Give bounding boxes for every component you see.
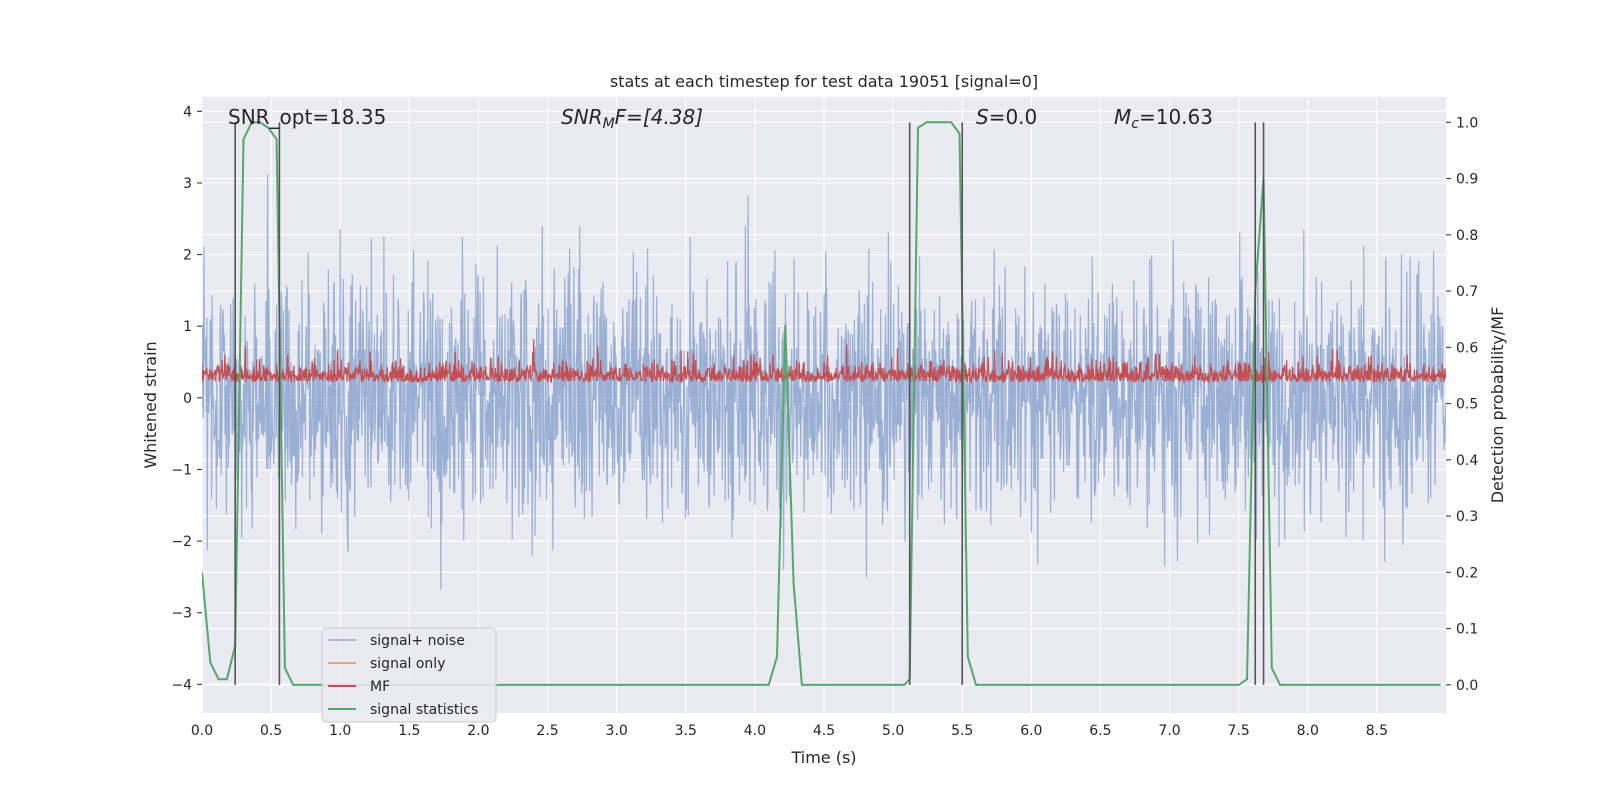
annotation-mc: Mc=10.63 (1114, 105, 1213, 132)
y-right-tick-label: 0.1 (1456, 622, 1478, 638)
x-tick-label: 3.0 (606, 723, 628, 739)
y-right-tick-label: 0.8 (1456, 228, 1478, 244)
annotation-s-tail: =0.0 (989, 105, 1038, 129)
y-right-tick-label: 0.5 (1456, 397, 1478, 413)
y-right-tick-label: 0.0 (1456, 678, 1478, 694)
y-tick-label: 1 (183, 319, 192, 335)
y-tick-label: 3 (183, 176, 192, 192)
x-tick-label: 7.5 (1228, 723, 1250, 739)
x-tick-label: 5.0 (882, 723, 904, 739)
x-tick-label: 0.5 (260, 723, 282, 739)
x-tick-label: 4.5 (813, 723, 835, 739)
y-tick-label: 0 (183, 391, 192, 407)
y-right-tick-label: 0.7 (1456, 284, 1478, 300)
x-tick-label: 5.5 (951, 723, 973, 739)
legend-label: signal only (370, 656, 445, 672)
y-right-tick-label: 0.4 (1456, 453, 1478, 469)
x-tick-label: 8.0 (1297, 723, 1319, 739)
y-axis-right-label: Detection probability/MF (1488, 307, 1507, 504)
y-right-tick-label: 0.3 (1456, 509, 1478, 525)
series-layer (202, 121, 1446, 686)
legend: signal+ noise signal only MF signal statist… (321, 627, 497, 723)
y-axis-left: −4 −3 −2 −1 0 1 2 3 4 (171, 104, 202, 693)
legend-box (321, 627, 497, 723)
x-tick-label: 1.0 (329, 723, 351, 739)
x-tick-label: 3.5 (675, 723, 697, 739)
series-signal-noise (202, 174, 1446, 590)
y-tick-label: −1 (171, 462, 192, 478)
y-axis-right: 0.0 0.1 0.2 0.3 0.4 0.5 0.6 0.7 0.8 0.9 1.0 (1446, 115, 1478, 694)
x-tick-label: 7.0 (1158, 723, 1180, 739)
annotation-mc-subscript: c (1131, 116, 1139, 132)
x-tick-label: 6.0 (1020, 723, 1042, 739)
chart-title: stats at each timestep for test data 190… (610, 72, 1038, 91)
y-axis-label: Whitened strain (141, 341, 160, 468)
y-tick-label: −2 (171, 534, 192, 550)
x-axis-label: Time (s) (790, 748, 856, 767)
x-tick-label: 2.0 (467, 723, 489, 739)
legend-label: signal+ noise (370, 633, 465, 649)
y-tick-label: 4 (183, 104, 192, 120)
x-axis: 0.0 0.5 1.0 1.5 2.0 2.5 3.0 3.5 4.0 4.5 5.0 5.5 6.0 6… (191, 723, 1388, 739)
x-tick-label: 1.5 (398, 723, 420, 739)
x-tick-label: 6.5 (1089, 723, 1111, 739)
x-tick-label: 0.0 (191, 723, 213, 739)
y-tick-label: 2 (183, 248, 192, 264)
x-tick-label: 4.0 (744, 723, 766, 739)
vertical-markers (234, 122, 1265, 685)
x-tick-label: 2.5 (536, 723, 558, 739)
annotation-snr-mf: SNRMF=[4.38] (561, 105, 703, 132)
y-right-tick-label: 0.6 (1456, 340, 1478, 356)
series-mf (202, 339, 1446, 385)
y-right-tick-label: 1.0 (1456, 115, 1478, 131)
y-tick-label: −3 (171, 606, 192, 622)
annotation-snr-mf-subscript: M (603, 116, 615, 132)
annotation-mc-tail: =10.63 (1139, 105, 1213, 129)
y-tick-label: −4 (171, 677, 192, 693)
annotation-s-symbol: S (976, 105, 989, 129)
y-right-tick-label: 0.9 (1456, 172, 1478, 188)
y-right-tick-label: 0.2 (1456, 565, 1478, 581)
annotation-s: S=0.0 (976, 105, 1037, 129)
x-tick-label: 8.5 (1366, 723, 1388, 739)
legend-label: MF (370, 679, 390, 695)
annotation-mc-symbol: M (1114, 105, 1131, 129)
annotation-snr-mf-tail: F=[4.38] (615, 105, 703, 129)
series-signal-statistics (202, 121, 1441, 686)
grid (201, 97, 1446, 713)
legend-label: signal statistics (370, 702, 478, 718)
annotation-snr-mf-symbol: SNR (561, 105, 603, 129)
annotation-snr-opt: SNR_opt=18.35 (228, 105, 386, 129)
